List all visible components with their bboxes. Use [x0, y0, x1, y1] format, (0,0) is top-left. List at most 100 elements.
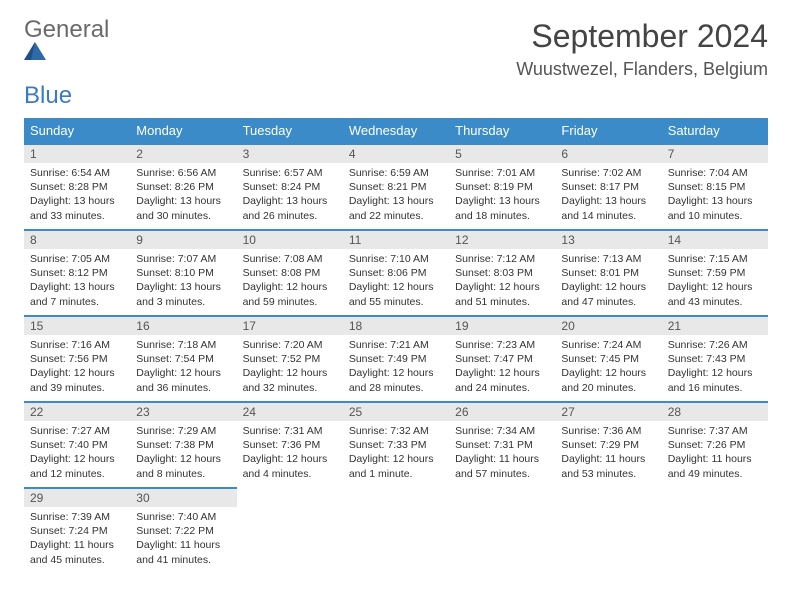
sunset-text: Sunset: 7:36 PM	[243, 438, 337, 452]
sunset-text: Sunset: 7:59 PM	[668, 266, 762, 280]
daylight-text: Daylight: 13 hours and 7 minutes.	[30, 280, 124, 308]
sunset-text: Sunset: 8:26 PM	[136, 180, 230, 194]
weekday-header: Sunday	[24, 118, 130, 143]
sunset-text: Sunset: 8:15 PM	[668, 180, 762, 194]
sunrise-text: Sunrise: 6:59 AM	[349, 166, 443, 180]
day-number: 22	[24, 401, 130, 421]
day-number: 19	[449, 315, 555, 335]
day-details: Sunrise: 7:10 AMSunset: 8:06 PMDaylight:…	[343, 249, 449, 315]
sunset-text: Sunset: 8:12 PM	[30, 266, 124, 280]
day-number: 2	[130, 143, 236, 163]
sunrise-text: Sunrise: 7:20 AM	[243, 338, 337, 352]
sunset-text: Sunset: 7:40 PM	[30, 438, 124, 452]
sunset-text: Sunset: 7:49 PM	[349, 352, 443, 366]
sunset-text: Sunset: 7:24 PM	[30, 524, 124, 538]
calendar-cell: 5Sunrise: 7:01 AMSunset: 8:19 PMDaylight…	[449, 143, 555, 229]
daylight-text: Daylight: 13 hours and 33 minutes.	[30, 194, 124, 222]
sunrise-text: Sunrise: 7:05 AM	[30, 252, 124, 266]
sunrise-text: Sunrise: 7:37 AM	[668, 424, 762, 438]
day-details: Sunrise: 6:57 AMSunset: 8:24 PMDaylight:…	[237, 163, 343, 229]
sunset-text: Sunset: 8:17 PM	[561, 180, 655, 194]
day-details: Sunrise: 7:31 AMSunset: 7:36 PMDaylight:…	[237, 421, 343, 487]
sunrise-text: Sunrise: 7:18 AM	[136, 338, 230, 352]
logo-word-blue: Blue	[24, 82, 72, 109]
sunrise-text: Sunrise: 7:13 AM	[561, 252, 655, 266]
daylight-text: Daylight: 12 hours and 1 minute.	[349, 452, 443, 480]
day-number: 14	[662, 229, 768, 249]
calendar-cell	[237, 487, 343, 573]
sunset-text: Sunset: 8:21 PM	[349, 180, 443, 194]
calendar-cell: 8Sunrise: 7:05 AMSunset: 8:12 PMDaylight…	[24, 229, 130, 315]
daylight-text: Daylight: 13 hours and 14 minutes.	[561, 194, 655, 222]
calendar-week: 22 Sunrise: 7:27 AMSunset: 7:40 PM Dayligh…	[24, 401, 768, 487]
daylight-text: Daylight: 12 hours and 16 minutes.	[668, 366, 762, 394]
sunrise-text: Sunrise: 7:32 AM	[349, 424, 443, 438]
weekday-header: Saturday	[662, 118, 768, 143]
daylight-text: Daylight: 13 hours and 30 minutes.	[136, 194, 230, 222]
day-details: Sunrise: 7:16 AMSunset: 7:56 PMDaylight:…	[24, 335, 130, 401]
sunrise-text: Sunrise: 7:31 AM	[243, 424, 337, 438]
sunrise-text: Sunrise: 7:21 AM	[349, 338, 443, 352]
sunset-text: Sunset: 7:56 PM	[30, 352, 124, 366]
daylight-text: Daylight: 13 hours and 3 minutes.	[136, 280, 230, 308]
sunrise-text: Sunrise: 6:54 AM	[30, 166, 124, 180]
day-details: Sunrise: 7:26 AMSunset: 7:43 PMDaylight:…	[662, 335, 768, 401]
sunset-text: Sunset: 7:45 PM	[561, 352, 655, 366]
calendar-cell: 2Sunrise: 6:56 AMSunset: 8:26 PMDaylight…	[130, 143, 236, 229]
sunrise-text: Sunrise: 7:26 AM	[668, 338, 762, 352]
day-details: Sunrise: 7:01 AMSunset: 8:19 PMDaylight:…	[449, 163, 555, 229]
day-details: Sunrise: 6:56 AMSunset: 8:26 PMDaylight:…	[130, 163, 236, 229]
day-details: Sunrise: 7:20 AMSunset: 7:52 PMDaylight:…	[237, 335, 343, 401]
day-details: Sunrise: 7:08 AMSunset: 8:08 PMDaylight:…	[237, 249, 343, 315]
sunrise-text: Sunrise: 7:23 AM	[455, 338, 549, 352]
daylight-text: Daylight: 12 hours and 59 minutes.	[243, 280, 337, 308]
sunrise-text: Sunrise: 7:39 AM	[30, 510, 124, 524]
weeks-container: 1Sunrise: 6:54 AMSunset: 8:28 PMDaylight…	[24, 143, 768, 573]
calendar-cell: 12Sunrise: 7:12 AMSunset: 8:03 PMDayligh…	[449, 229, 555, 315]
weekday-header: Wednesday	[343, 118, 449, 143]
day-number: 24	[237, 401, 343, 421]
calendar-cell: 28Sunrise: 7:37 AMSunset: 7:26 PMDayligh…	[662, 401, 768, 487]
sunset-text: Sunset: 8:24 PM	[243, 180, 337, 194]
day-number: 7	[662, 143, 768, 163]
day-number: 21	[662, 315, 768, 335]
day-details: Sunrise: 7:40 AMSunset: 7:22 PMDaylight:…	[130, 507, 236, 573]
sunrise-text: Sunrise: 7:08 AM	[243, 252, 337, 266]
weekday-header: Thursday	[449, 118, 555, 143]
sunset-text: Sunset: 7:22 PM	[136, 524, 230, 538]
calendar-cell: 21Sunrise: 7:26 AMSunset: 7:43 PMDayligh…	[662, 315, 768, 401]
day-number: 3	[237, 143, 343, 163]
sunrise-text: Sunrise: 7:02 AM	[561, 166, 655, 180]
sunrise-text: Sunrise: 7:27 AM	[30, 424, 124, 438]
day-number: 10	[237, 229, 343, 249]
daylight-text: Daylight: 13 hours and 10 minutes.	[668, 194, 762, 222]
calendar-cell	[343, 487, 449, 573]
sunset-text: Sunset: 7:43 PM	[668, 352, 762, 366]
daylight-text: Daylight: 12 hours and 39 minutes.	[30, 366, 124, 394]
page-title: September 2024	[516, 18, 768, 55]
calendar-week: 15Sunrise: 7:16 AMSunset: 7:56 PMDayligh…	[24, 315, 768, 401]
calendar-cell	[449, 487, 555, 573]
calendar-cell: 11Sunrise: 7:10 AMSunset: 8:06 PMDayligh…	[343, 229, 449, 315]
day-number: 1	[24, 143, 130, 163]
daylight-text: Daylight: 12 hours and 8 minutes.	[136, 452, 230, 480]
calendar-cell: 16Sunrise: 7:18 AMSunset: 7:54 PMDayligh…	[130, 315, 236, 401]
calendar-cell: 6Sunrise: 7:02 AMSunset: 8:17 PMDaylight…	[555, 143, 661, 229]
sunrise-text: Sunrise: 7:40 AM	[136, 510, 230, 524]
calendar-cell: 26Sunrise: 7:34 AMSunset: 7:31 PMDayligh…	[449, 401, 555, 487]
day-number: 23	[130, 401, 236, 421]
calendar-cell: 14Sunrise: 7:15 AMSunset: 7:59 PMDayligh…	[662, 229, 768, 315]
sunrise-text: Sunrise: 7:36 AM	[561, 424, 655, 438]
day-number: 6	[555, 143, 661, 163]
day-details: Sunrise: 7:18 AMSunset: 7:54 PMDaylight:…	[130, 335, 236, 401]
calendar: Sunday Monday Tuesday Wednesday Thursday…	[24, 118, 768, 573]
calendar-cell: 4Sunrise: 6:59 AMSunset: 8:21 PMDaylight…	[343, 143, 449, 229]
day-details: Sunrise: 7:02 AMSunset: 8:17 PMDaylight:…	[555, 163, 661, 229]
day-number: 9	[130, 229, 236, 249]
day-details: Sunrise: 6:59 AMSunset: 8:21 PMDaylight:…	[343, 163, 449, 229]
sunrise-text: Sunrise: 7:10 AM	[349, 252, 443, 266]
location-label: Wuustwezel, Flanders, Belgium	[516, 59, 768, 80]
calendar-week: 8Sunrise: 7:05 AMSunset: 8:12 PMDaylight…	[24, 229, 768, 315]
sunrise-text: Sunrise: 7:24 AM	[561, 338, 655, 352]
logo-mark	[24, 42, 109, 60]
